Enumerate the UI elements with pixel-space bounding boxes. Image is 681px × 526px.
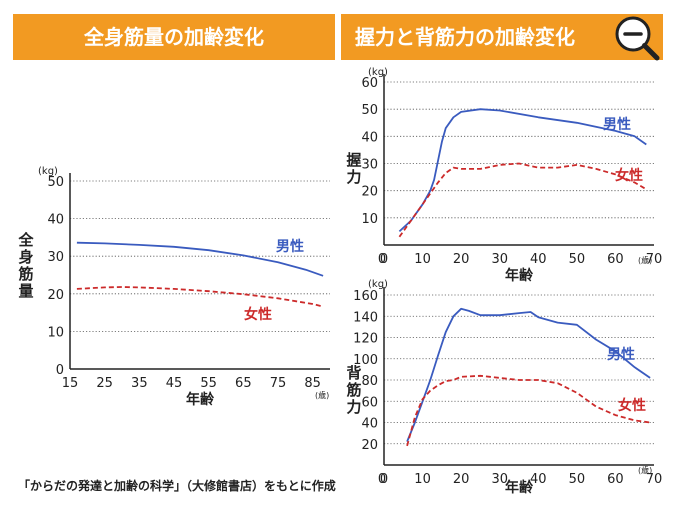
y-tick-label: 50 xyxy=(47,175,64,190)
x-tick-label: 50 xyxy=(569,252,586,267)
right-title-text: 握力と背筋力の加齢変化 xyxy=(355,25,575,49)
x-tick-label: 0 xyxy=(380,472,388,487)
x-axis-label: 年齢 xyxy=(505,267,534,284)
y-axis-label-char: 背 xyxy=(346,364,361,382)
x-unit-label: (歳) xyxy=(638,465,652,475)
female-series-label: 女性 xyxy=(244,306,272,323)
y-tick-label: 40 xyxy=(361,417,378,432)
x-tick-label: 60 xyxy=(607,472,624,487)
x-tick-label: 55 xyxy=(200,376,217,391)
x-tick-label: 60 xyxy=(607,252,624,267)
x-tick-label: 65 xyxy=(235,376,252,391)
female-series-line xyxy=(76,286,324,308)
x-origin-label: 0 xyxy=(378,472,386,487)
y-tick-label: 40 xyxy=(47,213,64,228)
x-tick-label: 75 xyxy=(270,376,287,391)
x-tick-label: 20 xyxy=(453,472,470,487)
female-series-line xyxy=(406,374,651,447)
x-tick-label: 15 xyxy=(62,376,79,391)
left-title-text: 全身筋量の加齢変化 xyxy=(84,25,264,49)
y-tick-label: 40 xyxy=(361,130,378,145)
y-unit-label: (kg) xyxy=(368,67,388,78)
female-series-line xyxy=(398,162,647,238)
x-tick-label: 45 xyxy=(166,376,183,391)
y-tick-label: 10 xyxy=(47,325,64,340)
x-tick-label: 35 xyxy=(131,376,148,391)
x-tick-label: 30 xyxy=(491,252,508,267)
x-tick-label: 20 xyxy=(453,252,470,267)
female-series-label: 女性 xyxy=(615,167,643,184)
y-axis-label-char: 握 xyxy=(346,151,361,169)
muscle-mass-chart: 0 10 20 30 40 50 15 25 35 45 55 65 75 85 (kg) (歳) 年齢 全身筋量… xyxy=(17,166,330,408)
y-tick-label: 140 xyxy=(353,310,378,325)
zoom-out-magnifier-icon xyxy=(615,16,660,61)
y-tick-label: 60 xyxy=(361,395,378,410)
y-tick-label: 120 xyxy=(353,332,378,347)
male-series-line xyxy=(406,307,651,442)
x-tick-label: 70 xyxy=(646,472,663,487)
male-series-label: 男性 xyxy=(276,238,304,255)
y-axis-label-char: 全 xyxy=(17,231,34,249)
x-origin-label: 0 xyxy=(378,252,386,267)
x-tick-label: 50 xyxy=(569,472,586,487)
male-series-label: 男性 xyxy=(603,116,631,133)
x-tick-label: 0 xyxy=(380,252,388,267)
x-tick-label: 40 xyxy=(530,472,547,487)
y-tick-label: 60 xyxy=(361,76,378,91)
y-tick-label: 100 xyxy=(353,353,378,368)
x-tick-label: 85 xyxy=(304,376,321,391)
y-tick-label: 30 xyxy=(47,250,64,265)
y-tick-label: 80 xyxy=(361,374,378,389)
y-axis-label-char: 量 xyxy=(18,282,33,300)
x-tick-label: 70 xyxy=(646,252,663,267)
source-note: 「からだの発達と加齢の科学」（大修館書店）をもとに作成 xyxy=(18,479,336,493)
y-unit-label: (kg) xyxy=(368,279,388,290)
left-title-banner: 全身筋量の加齢変化 xyxy=(13,14,335,60)
y-tick-label: 50 xyxy=(361,103,378,118)
x-unit-label: (歳) xyxy=(638,255,652,265)
x-tick-label: 30 xyxy=(491,472,508,487)
y-axis-label-char: 筋 xyxy=(345,381,361,399)
female-series-label: 女性 xyxy=(618,397,646,414)
y-axis-label-char: 力 xyxy=(346,398,361,416)
x-tick-label: 10 xyxy=(414,252,431,267)
right-title-banner: 握力と背筋力の加齢変化 xyxy=(341,14,663,60)
y-axis-label-char: 身 xyxy=(18,248,33,266)
y-tick-label: 30 xyxy=(361,158,378,173)
y-unit-label: (kg) xyxy=(38,166,58,177)
y-tick-label: 20 xyxy=(361,185,378,200)
x-tick-label: 10 xyxy=(414,472,431,487)
x-axis-label: 年齢 xyxy=(186,391,215,408)
x-unit-label: (歳) xyxy=(315,390,329,400)
x-tick-label: 40 xyxy=(530,252,547,267)
y-tick-label: 20 xyxy=(361,438,378,453)
zoom-out-button[interactable] xyxy=(611,12,663,64)
male-series-label: 男性 xyxy=(607,346,635,363)
y-tick-label: 20 xyxy=(47,288,64,303)
x-tick-label: 25 xyxy=(96,376,113,391)
male-series-line xyxy=(76,241,324,277)
y-axis-label-char: 筋 xyxy=(17,265,33,283)
male-series-line xyxy=(398,108,647,233)
y-tick-label: 0 xyxy=(56,363,64,378)
x-axis-label: 年齢 xyxy=(505,479,534,496)
y-tick-label: 160 xyxy=(353,289,378,304)
y-tick-label: 10 xyxy=(361,212,378,227)
y-axis-label-char: 力 xyxy=(346,168,361,186)
